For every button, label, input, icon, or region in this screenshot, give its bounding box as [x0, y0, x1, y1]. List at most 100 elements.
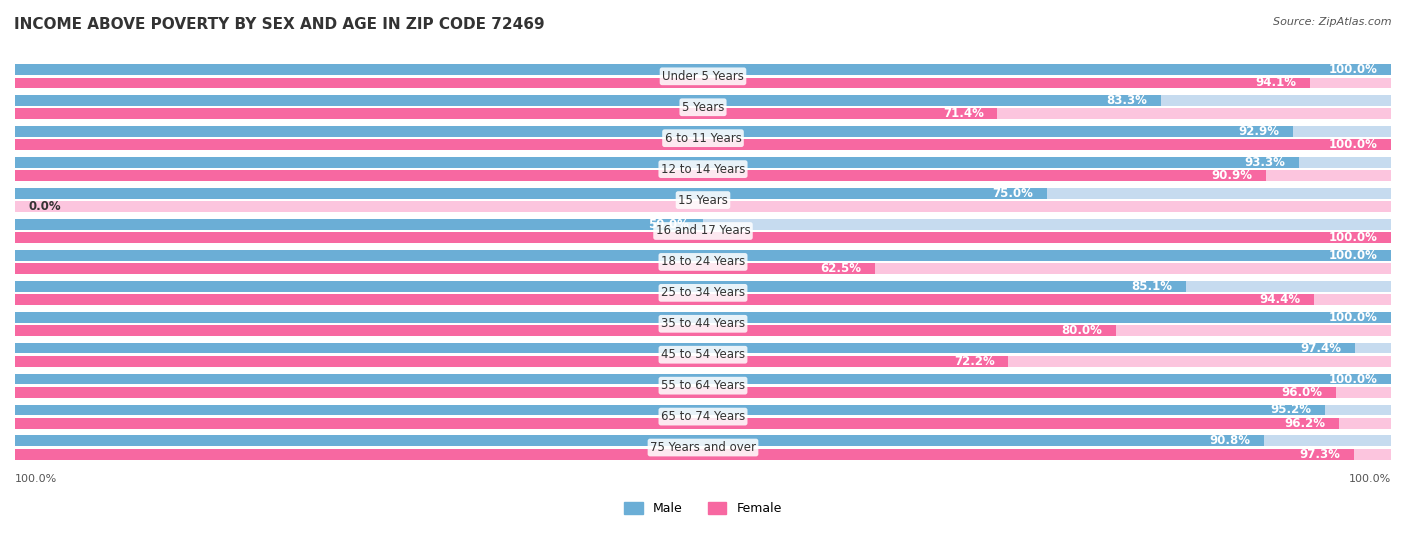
Bar — [15, 95, 1391, 106]
Text: 45 to 54 Years: 45 to 54 Years — [661, 348, 745, 361]
Text: 93.3%: 93.3% — [1244, 156, 1285, 169]
Bar — [15, 201, 1391, 212]
Bar — [15, 281, 1187, 292]
Text: 96.2%: 96.2% — [1284, 417, 1324, 430]
Bar — [15, 140, 1391, 150]
Text: 55 to 64 Years: 55 to 64 Years — [661, 379, 745, 392]
Bar — [15, 405, 1391, 415]
Bar — [15, 387, 1336, 398]
Bar — [15, 140, 1391, 150]
Bar — [15, 95, 1161, 106]
Bar — [15, 343, 1391, 353]
Bar — [15, 108, 1391, 119]
Bar — [15, 263, 1391, 274]
Bar — [15, 374, 1391, 384]
Bar — [15, 374, 1391, 384]
Text: 12 to 14 Years: 12 to 14 Years — [661, 162, 745, 176]
Bar — [15, 405, 1324, 415]
Text: 75 Years and over: 75 Years and over — [650, 441, 756, 454]
Bar — [15, 95, 1391, 106]
Bar — [15, 140, 1391, 150]
Bar — [15, 219, 1391, 230]
Bar — [15, 232, 1391, 243]
Bar — [15, 250, 1391, 261]
Bar — [15, 250, 1391, 261]
Text: 97.4%: 97.4% — [1301, 341, 1341, 354]
Bar — [15, 78, 1391, 88]
Bar — [15, 449, 1354, 460]
Bar — [15, 108, 997, 119]
Text: 97.3%: 97.3% — [1299, 448, 1340, 461]
Bar — [15, 157, 1391, 168]
Bar — [15, 219, 1391, 230]
Bar — [15, 356, 1008, 367]
Text: 100.0%: 100.0% — [1329, 311, 1378, 324]
Bar — [15, 263, 875, 274]
Bar — [15, 64, 1391, 75]
Bar — [15, 157, 1299, 168]
Text: 100.0%: 100.0% — [15, 474, 58, 484]
Text: 96.0%: 96.0% — [1281, 386, 1322, 399]
Text: 71.4%: 71.4% — [943, 107, 984, 121]
Text: 50.0%: 50.0% — [648, 218, 689, 231]
Text: Source: ZipAtlas.com: Source: ZipAtlas.com — [1274, 17, 1392, 27]
Bar — [15, 294, 1391, 305]
Bar — [15, 232, 1391, 243]
Bar — [15, 232, 1391, 243]
Bar — [15, 418, 1391, 429]
Bar — [15, 312, 1391, 323]
Bar — [15, 188, 1391, 199]
Text: 92.9%: 92.9% — [1239, 125, 1279, 138]
Text: Under 5 Years: Under 5 Years — [662, 70, 744, 83]
Bar — [15, 343, 1355, 353]
Text: INCOME ABOVE POVERTY BY SEX AND AGE IN ZIP CODE 72469: INCOME ABOVE POVERTY BY SEX AND AGE IN Z… — [14, 17, 544, 32]
Text: 100.0%: 100.0% — [1329, 138, 1378, 151]
Bar — [15, 294, 1391, 305]
Bar — [15, 356, 1391, 367]
Bar — [15, 188, 1391, 199]
Bar — [15, 387, 1391, 398]
Bar — [15, 78, 1310, 88]
Bar — [15, 170, 1391, 181]
Text: 62.5%: 62.5% — [820, 262, 862, 275]
Bar — [15, 64, 1391, 75]
Bar — [15, 126, 1391, 137]
Bar — [15, 325, 1116, 336]
Bar — [15, 312, 1391, 323]
Bar — [15, 435, 1391, 446]
Bar — [15, 325, 1391, 336]
Text: 15 Years: 15 Years — [678, 194, 728, 206]
Text: 100.0%: 100.0% — [1329, 231, 1378, 244]
Bar — [15, 64, 1391, 75]
Text: 75.0%: 75.0% — [993, 187, 1033, 200]
Text: 25 to 34 Years: 25 to 34 Years — [661, 286, 745, 299]
Legend: Male, Female: Male, Female — [619, 497, 787, 521]
Text: 85.1%: 85.1% — [1132, 280, 1173, 293]
Bar — [15, 405, 1391, 415]
Bar — [15, 449, 1391, 460]
Bar — [15, 387, 1391, 398]
Bar — [15, 343, 1391, 353]
Bar — [15, 435, 1264, 446]
Bar — [15, 219, 703, 230]
Bar — [15, 281, 1391, 292]
Text: 100.0%: 100.0% — [1329, 63, 1378, 76]
Text: 95.2%: 95.2% — [1270, 403, 1312, 416]
Text: 6 to 11 Years: 6 to 11 Years — [665, 132, 741, 145]
Bar — [15, 250, 1391, 261]
Bar — [15, 263, 1391, 274]
Text: 100.0%: 100.0% — [1329, 373, 1378, 386]
Bar — [15, 449, 1391, 460]
Text: 16 and 17 Years: 16 and 17 Years — [655, 224, 751, 238]
Bar — [15, 374, 1391, 384]
Bar — [15, 356, 1391, 367]
Bar — [15, 312, 1391, 323]
Text: 0.0%: 0.0% — [28, 200, 62, 213]
Text: 35 to 44 Years: 35 to 44 Years — [661, 318, 745, 330]
Text: 100.0%: 100.0% — [1329, 249, 1378, 262]
Bar — [15, 170, 1265, 181]
Text: 65 to 74 Years: 65 to 74 Years — [661, 410, 745, 423]
Bar — [15, 418, 1391, 429]
Bar — [15, 294, 1315, 305]
Text: 90.9%: 90.9% — [1211, 169, 1251, 182]
